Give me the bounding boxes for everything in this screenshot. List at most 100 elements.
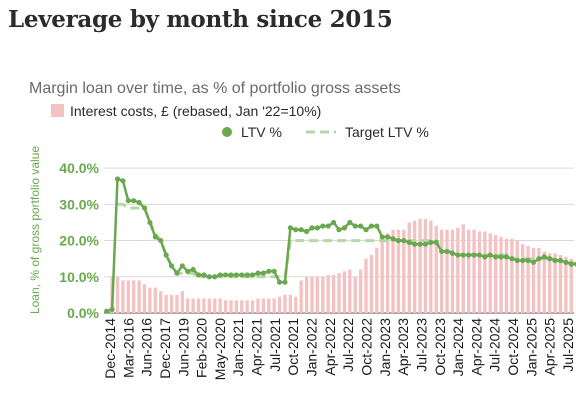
interest-bar (499, 236, 503, 313)
x-tick-label: Jan-2022 (304, 318, 320, 377)
interest-bar (164, 294, 168, 313)
ltv-point (433, 239, 439, 245)
interest-bar (294, 296, 298, 313)
ltv-point (136, 199, 142, 206)
ltv-point (444, 248, 450, 255)
interest-bar (326, 274, 330, 313)
interest-bar (472, 229, 476, 313)
interest-bar (477, 231, 482, 313)
x-tick-label: Oct-2024 (505, 318, 521, 376)
x-tick-label: Mar-2016 (120, 318, 136, 378)
ltv-point (422, 241, 429, 247)
ltv-point (228, 272, 234, 278)
ltv-point (293, 227, 299, 233)
interest-bar (234, 300, 239, 313)
interest-bar (299, 280, 303, 313)
interest-bar (364, 258, 368, 313)
interest-bar (169, 294, 174, 313)
ltv-point (379, 234, 385, 240)
interest-bar (423, 218, 428, 313)
interest-bar (137, 280, 141, 313)
interest-bar (342, 271, 347, 313)
interest-bar (310, 276, 314, 313)
ltv-point (341, 225, 348, 231)
ltv-point (363, 227, 369, 233)
ltv-point (276, 279, 283, 285)
ltv-point (287, 225, 293, 231)
interest-bar (132, 280, 136, 313)
page-title: Leverage by month since 2015 (8, 6, 393, 33)
ltv-point (320, 223, 326, 229)
chart-subtitle: Margin loan over time, as % of portfolio… (29, 80, 401, 97)
interest-bar (553, 253, 557, 313)
interest-bars (105, 218, 573, 313)
interest-bar (407, 222, 411, 313)
ltv-point (303, 228, 310, 235)
interest-bar (521, 244, 525, 313)
ltv-point (493, 254, 499, 260)
x-tick-label: Jan-2023 (377, 318, 393, 377)
ltv-point (417, 241, 423, 247)
ltv-point (358, 223, 364, 229)
x-tick-label: Oct-2023 (432, 318, 448, 376)
interest-bar (450, 229, 455, 313)
interest-bar (277, 296, 282, 313)
ltv-point (520, 257, 526, 264)
interest-bar (315, 276, 320, 313)
ltv-point (401, 237, 407, 244)
legend-target-label: Target LTV % (345, 124, 429, 140)
ltv-point (536, 256, 542, 262)
interest-bar (488, 233, 492, 313)
ltv-point (233, 272, 239, 278)
ltv-point (314, 225, 320, 231)
ltv-point (179, 263, 185, 269)
ltv-point (195, 272, 202, 278)
interest-bar (261, 298, 266, 313)
interest-bar (218, 298, 222, 313)
ltv-point (260, 270, 266, 276)
y-axis-label: Loan, % of gross portfolio value (28, 146, 42, 314)
ltv-point (547, 256, 553, 262)
ltv-point (152, 234, 158, 240)
ltv-point (217, 272, 223, 278)
interest-bar (240, 300, 244, 313)
interest-bar (348, 269, 352, 313)
ltv-point (482, 254, 488, 260)
interest-bar (380, 236, 384, 313)
ltv-point (466, 252, 472, 258)
x-tick-label: Oct-2021 (285, 318, 301, 376)
x-tick-label: Jan-2024 (450, 318, 466, 377)
interest-bar (504, 238, 509, 313)
ltv-point (476, 252, 483, 258)
y-tick-label: 20.0% (59, 233, 99, 249)
x-tick-label: Oct-2022 (359, 318, 375, 376)
interest-bar (288, 294, 293, 313)
interest-bar (353, 276, 357, 313)
legend-ltv-label: LTV % (241, 124, 282, 140)
x-tick-label: Apr-2021 (249, 318, 265, 376)
interest-bar (256, 298, 260, 313)
interest-bar (331, 274, 336, 313)
x-tick-label: Jan-2025 (523, 318, 539, 377)
x-tick-label: Apr-2025 (542, 318, 558, 376)
ltv-point (347, 219, 353, 226)
y-tick-label: 10.0% (59, 269, 99, 285)
x-tick-label: Dec-2014 (102, 318, 118, 379)
interest-bar (412, 220, 417, 313)
interest-bar (175, 294, 179, 313)
ltv-point (395, 237, 402, 244)
ltv-point (557, 257, 564, 264)
ltv-point (428, 239, 434, 245)
ltv-point (109, 306, 115, 312)
ltv-point (201, 272, 207, 278)
interest-bar (483, 231, 487, 313)
interest-bar (159, 291, 163, 313)
interest-bar (466, 229, 471, 313)
ltv-point (244, 272, 250, 278)
interest-bar (558, 255, 563, 313)
ltv-series (104, 176, 576, 314)
interest-bar (537, 247, 541, 313)
y-tick-label: 30.0% (59, 196, 99, 212)
ltv-point (114, 176, 121, 182)
interest-bar (456, 227, 460, 313)
